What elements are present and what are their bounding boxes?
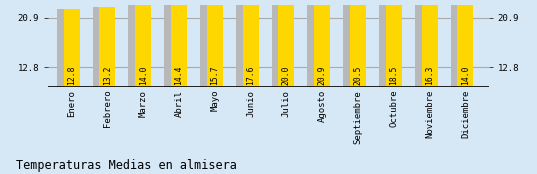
Bar <box>314 0 330 87</box>
Text: 17.6: 17.6 <box>246 66 255 85</box>
Text: Temperaturas Medias en almisera: Temperaturas Medias en almisera <box>16 159 237 172</box>
Text: 15.7: 15.7 <box>211 66 219 85</box>
Bar <box>272 0 293 87</box>
Bar <box>236 0 257 87</box>
Bar <box>63 9 79 87</box>
Bar <box>92 7 114 87</box>
Bar <box>207 0 223 87</box>
Bar <box>386 0 402 87</box>
Bar <box>350 0 366 87</box>
Bar <box>128 2 149 87</box>
Bar <box>164 0 185 87</box>
Bar <box>99 7 115 87</box>
Text: 20.9: 20.9 <box>318 66 326 85</box>
Text: 13.2: 13.2 <box>103 66 112 85</box>
Text: 16.3: 16.3 <box>425 66 434 85</box>
Bar <box>379 0 400 87</box>
Bar <box>343 0 364 87</box>
Text: 18.5: 18.5 <box>389 66 398 85</box>
Bar <box>307 0 329 87</box>
Text: 14.4: 14.4 <box>175 66 184 85</box>
Bar <box>57 9 78 87</box>
Bar <box>278 0 294 87</box>
Bar <box>243 0 259 87</box>
Bar <box>171 0 187 87</box>
Bar <box>422 0 438 87</box>
Text: 14.0: 14.0 <box>461 66 470 85</box>
Text: 14.0: 14.0 <box>139 66 148 85</box>
Bar <box>451 2 471 87</box>
Bar <box>415 0 436 87</box>
Bar <box>200 0 221 87</box>
Bar <box>135 2 151 87</box>
Text: 12.8: 12.8 <box>67 66 76 85</box>
Bar <box>458 2 474 87</box>
Text: 20.0: 20.0 <box>282 66 291 85</box>
Text: 20.5: 20.5 <box>353 66 362 85</box>
